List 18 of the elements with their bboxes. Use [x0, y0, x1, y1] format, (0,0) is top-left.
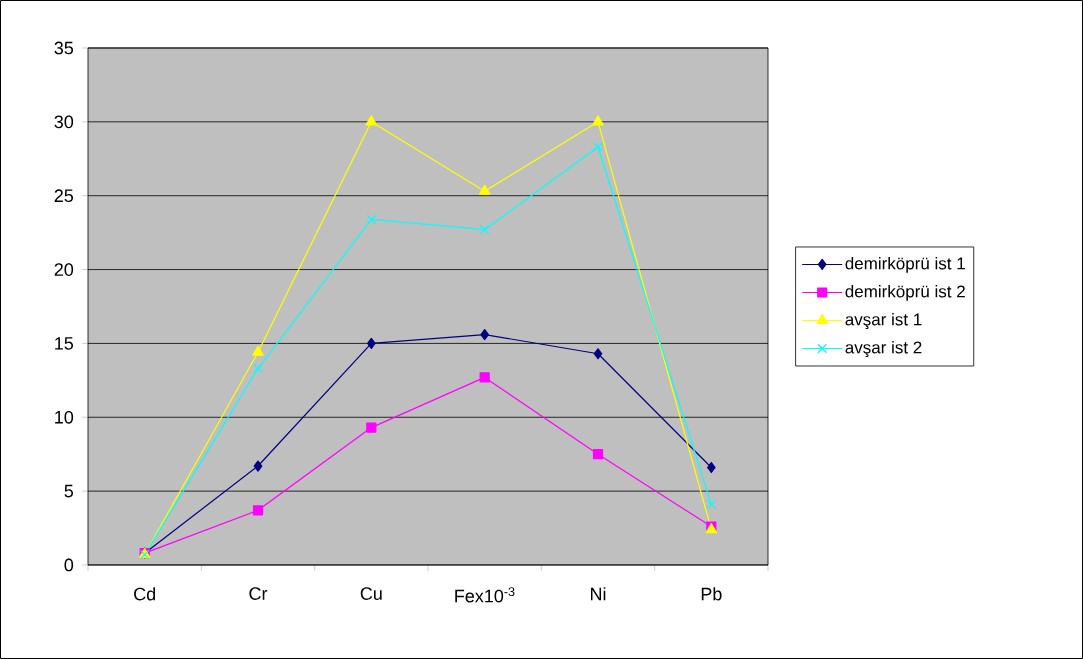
y-tick-label: 15: [55, 337, 74, 350]
legend-label: demirköprü ist 2: [845, 284, 965, 301]
x-tick-label: Fex10$^{-3}$: [455, 587, 515, 603]
y-tick-label: 0: [64, 558, 74, 572]
y-tick-label: 25: [54, 189, 74, 203]
legend-label: demirköprü ist 1: [845, 256, 965, 273]
x-tick-label: Cd: [134, 587, 156, 601]
x-tick-label: Pb: [701, 587, 722, 601]
legend-label: avşar ist 1: [845, 312, 922, 329]
y-tick-label: 5: [64, 484, 74, 498]
y-tick-label: 10: [55, 410, 74, 424]
x-tick-label: Cr: [249, 587, 268, 600]
y-tick-label: 20: [54, 263, 74, 276]
y-tick-label: 30: [54, 115, 74, 129]
x-tick-label: Cu: [360, 587, 382, 600]
y-tick-label: 35: [54, 41, 74, 55]
x-tick-label: Ni: [590, 587, 606, 601]
legend-label: avşar ist 2: [845, 340, 922, 357]
